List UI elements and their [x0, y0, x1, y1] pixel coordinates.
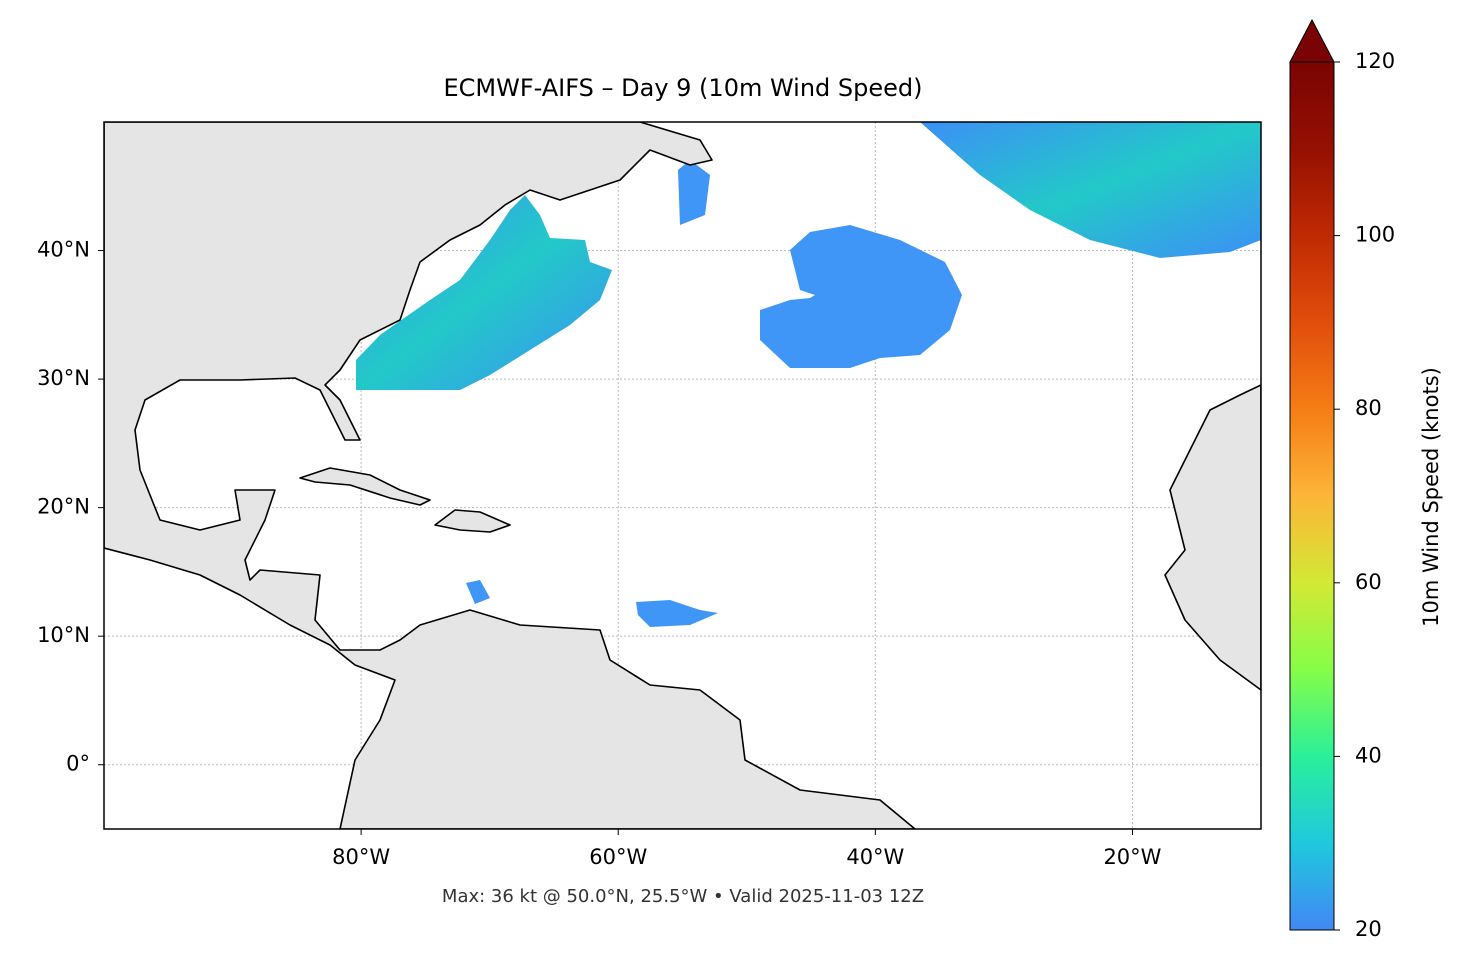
land	[434, 509, 511, 533]
y-tick-label: 0°	[66, 752, 90, 776]
chart-title: ECMWF-AIFS – Day 9 (10m Wind Speed)	[443, 74, 922, 102]
y-tick-label: 20°N	[37, 495, 90, 519]
colorbar-tick-label: 60	[1355, 570, 1382, 594]
colorbar-tick-label: 20	[1355, 917, 1382, 941]
land	[1164, 384, 1261, 691]
colorbar-extend	[1289, 18, 1335, 63]
wind-region	[920, 122, 1261, 258]
land	[104, 122, 916, 829]
y-tick-label: 40°N	[37, 238, 90, 262]
y-tick-label: 10°N	[37, 623, 90, 647]
wind-region	[760, 225, 962, 368]
colorbar-tick-label: 120	[1355, 49, 1395, 73]
map-frame	[103, 121, 1262, 830]
wind-region	[636, 600, 718, 627]
colorbar	[1289, 61, 1335, 931]
x-tick-label: 80°W	[332, 845, 390, 869]
colorbar-label: 10m Wind Speed (knots)	[1419, 367, 1443, 627]
wind-region	[466, 580, 490, 604]
colorbar-tick-label: 40	[1355, 743, 1382, 767]
colorbar-tick-label: 80	[1355, 396, 1382, 420]
land	[299, 467, 431, 506]
x-tick-label: 20°W	[1103, 845, 1161, 869]
wind-region	[356, 195, 612, 390]
wind-region	[678, 160, 710, 225]
x-tick-label: 60°W	[589, 845, 647, 869]
y-tick-label: 30°N	[37, 366, 90, 390]
map-layers	[104, 122, 1261, 829]
colorbar-tick-label: 100	[1355, 223, 1395, 247]
footer-note: Max: 36 kt @ 50.0°N, 25.5°W • Valid 2025…	[442, 886, 924, 907]
x-tick-label: 40°W	[846, 845, 904, 869]
